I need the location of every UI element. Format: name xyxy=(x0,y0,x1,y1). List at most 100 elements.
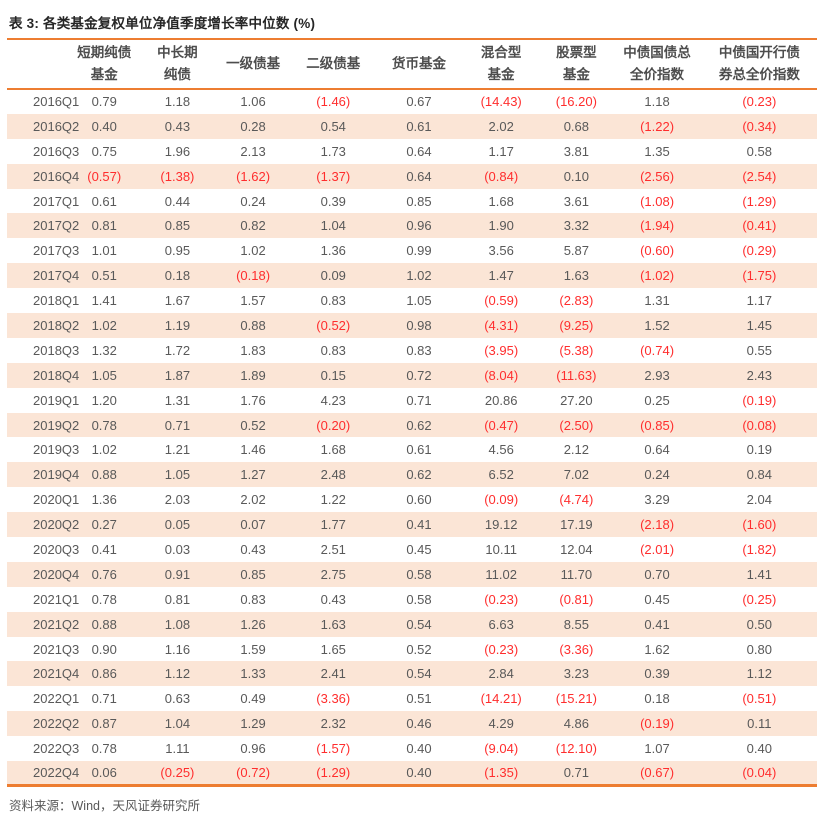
value-cell: 7.02 xyxy=(563,467,589,483)
value-cell: (2.54) xyxy=(742,168,777,184)
value-cell: (0.23) xyxy=(742,94,777,110)
value-cell: (0.81) xyxy=(559,591,594,607)
value-cell: (0.34) xyxy=(742,118,777,134)
value-cell: 1.62 xyxy=(644,641,670,657)
table-row: 2021Q1 0.78 0.81 0.83 0.43 0.58 (0.23) (0.81) 0.… xyxy=(7,587,817,612)
value-cell: 1.27 xyxy=(240,467,266,483)
value-cell: 19.12 xyxy=(484,517,518,533)
value-cell: 1.12 xyxy=(164,666,191,682)
value-cell: (0.67) xyxy=(640,765,675,781)
value-cell: (2.18) xyxy=(640,517,675,533)
column-header: 货币基金 xyxy=(376,39,462,89)
value-cell: (1.02) xyxy=(640,268,675,284)
value-cell: (14.21) xyxy=(480,691,522,707)
value-cell: (1.57) xyxy=(316,741,351,757)
value-cell: 0.61 xyxy=(91,193,117,209)
value-cell: 0.39 xyxy=(320,193,346,209)
column-header-line: 基金 xyxy=(487,67,515,82)
value-cell: 6.52 xyxy=(488,467,514,483)
value-cell: 0.15 xyxy=(320,367,346,383)
table-row: 2022Q1 0.71 0.63 0.49 (3.36) 0.51 (14.21) (15.2… xyxy=(7,686,817,711)
value-cell: 0.87 xyxy=(91,716,117,732)
value-cell: (0.25) xyxy=(160,765,195,781)
value-cell: (0.20) xyxy=(316,417,351,433)
value-cell: 0.64 xyxy=(406,168,432,184)
value-cell: (8.04) xyxy=(484,367,519,383)
value-cell: 8.55 xyxy=(563,616,589,632)
value-cell: (1.60) xyxy=(742,517,777,533)
value-cell: (5.38) xyxy=(559,342,594,358)
value-cell: 0.75 xyxy=(91,143,117,159)
value-cell: (0.19) xyxy=(742,392,777,408)
value-cell: 1.83 xyxy=(240,342,266,358)
table-row: 2019Q2 0.78 0.71 0.52 (0.20) 0.62 (0.47) (2.50)… xyxy=(7,412,817,438)
value-cell: 1.65 xyxy=(320,641,346,657)
value-cell: 0.06 xyxy=(91,765,117,781)
value-cell: 1.68 xyxy=(488,193,514,209)
value-cell: 0.43 xyxy=(240,541,266,557)
value-cell: (1.94) xyxy=(640,218,675,234)
value-cell: (1.38) xyxy=(160,168,195,184)
value-cell: 0.99 xyxy=(406,243,432,259)
value-cell: 1.36 xyxy=(320,243,346,259)
value-cell: 0.18 xyxy=(164,268,191,284)
value-cell: 0.25 xyxy=(644,392,670,408)
row-label-quarter: 2022Q2 xyxy=(33,716,80,732)
value-cell: 0.03 xyxy=(164,541,191,557)
value-cell: 6.63 xyxy=(488,616,514,632)
row-label-quarter: 2017Q2 xyxy=(33,218,80,234)
value-cell: 4.29 xyxy=(488,716,514,732)
value-cell: (0.72) xyxy=(236,765,271,781)
column-header-line: 券总全价指数 xyxy=(718,67,800,82)
value-cell: 0.50 xyxy=(746,616,772,632)
table-header: 短期纯债 基金 中长期 纯债 一级债基 二级债基 货币基金 混合型 基金 股票型 基金 中债国债总 全价… xyxy=(7,39,817,89)
row-label-quarter: 2021Q3 xyxy=(33,641,80,657)
table-row: 2018Q2 1.02 1.19 0.88 (0.52) 0.98 (4.31) (9.25)… xyxy=(7,313,817,338)
value-cell: 17.19 xyxy=(560,517,593,533)
value-cell: 0.85 xyxy=(406,193,432,209)
value-cell: 1.20 xyxy=(91,392,117,408)
value-cell: 1.46 xyxy=(240,442,266,458)
value-cell: 0.91 xyxy=(164,566,191,582)
value-cell: 0.85 xyxy=(164,218,191,234)
value-cell: (1.29) xyxy=(742,193,777,209)
value-cell: 0.58 xyxy=(406,566,432,582)
table-row: 2016Q1 0.79 1.18 1.06 (1.46) 0.67 (14.43) (16.2… xyxy=(7,89,817,114)
table-row: 2022Q4 0.06 (0.25) (0.72) (1.29) 0.40 (1.35) 0.… xyxy=(7,761,817,786)
table-row: 2020Q3 0.41 0.03 0.43 2.51 0.45 10.11 12.04 (2.0… xyxy=(7,537,817,562)
value-cell: 1.41 xyxy=(746,566,772,582)
column-header: 一级债基 xyxy=(216,39,291,89)
value-cell: (15.21) xyxy=(555,691,597,707)
value-cell: 2.02 xyxy=(240,492,266,508)
value-cell: 1.17 xyxy=(746,293,772,309)
value-cell: 10.11 xyxy=(485,541,517,557)
value-cell: 3.23 xyxy=(563,666,589,682)
table-row: 2017Q2 0.81 0.85 0.82 1.04 0.96 1.90 3.32 (1.94)… xyxy=(7,213,817,239)
row-label-quarter: 2016Q3 xyxy=(33,143,80,159)
value-cell: (2.56) xyxy=(640,168,675,184)
value-cell: 0.52 xyxy=(240,417,266,433)
value-cell: (4.31) xyxy=(484,317,519,333)
value-cell: 0.83 xyxy=(240,591,266,607)
value-cell: 2.48 xyxy=(320,467,346,483)
row-label-quarter: 2020Q1 xyxy=(33,492,80,508)
column-header: 混合型 基金 xyxy=(462,39,540,89)
value-cell: 3.61 xyxy=(563,193,589,209)
value-cell: 2.13 xyxy=(240,143,266,159)
value-cell: 4.56 xyxy=(488,442,514,458)
value-cell: 0.44 xyxy=(164,193,191,209)
value-cell: 2.04 xyxy=(746,492,772,508)
value-cell: 3.32 xyxy=(563,218,589,234)
table-row: 2018Q1 1.41 1.67 1.57 0.83 1.05 (0.59) (2.83) 1.… xyxy=(7,288,817,313)
value-cell: 0.96 xyxy=(406,218,432,234)
value-cell: (3.36) xyxy=(316,691,351,707)
value-cell: (0.04) xyxy=(742,765,777,781)
value-cell: 0.64 xyxy=(406,143,432,159)
value-cell: 0.76 xyxy=(91,566,117,582)
value-cell: (1.82) xyxy=(742,541,777,557)
value-cell: 0.45 xyxy=(644,591,670,607)
value-cell: 3.81 xyxy=(563,143,589,159)
value-cell: 1.63 xyxy=(563,268,589,284)
value-cell: 1.04 xyxy=(164,716,191,732)
value-cell: 1.45 xyxy=(746,317,772,333)
